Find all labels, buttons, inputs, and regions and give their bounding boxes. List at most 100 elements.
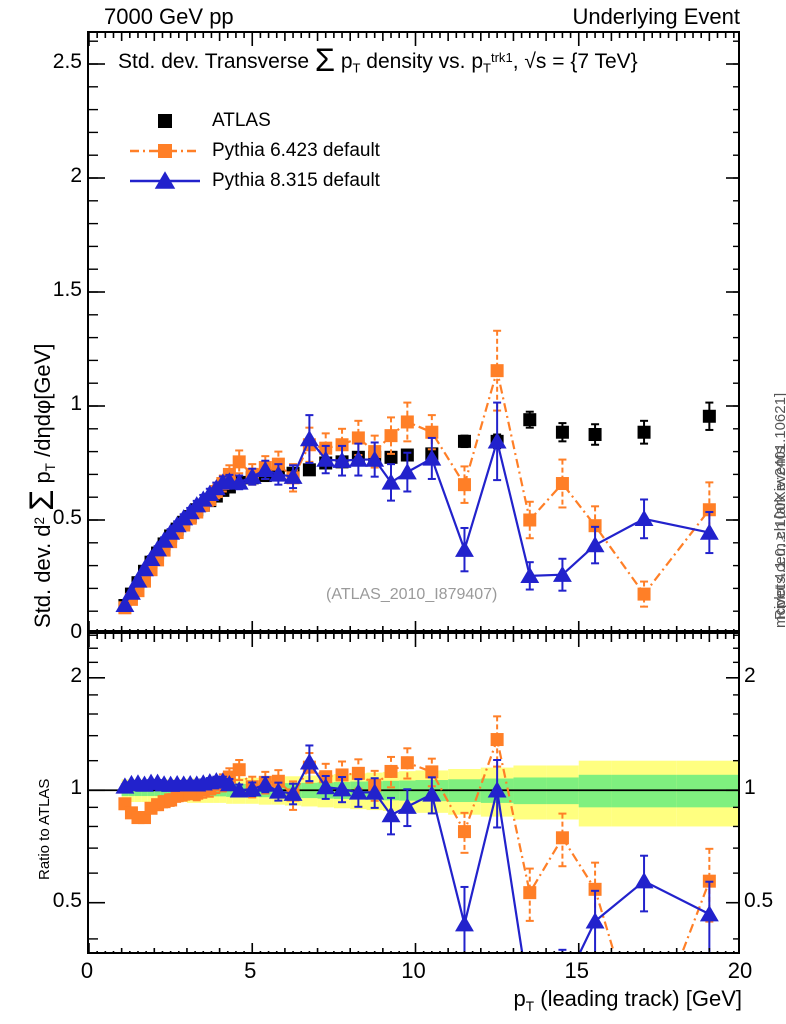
data-point — [490, 364, 504, 378]
legend-label: Pythia 6.423 default — [212, 140, 380, 161]
legend-label: ATLAS — [212, 110, 271, 131]
data-point — [634, 872, 654, 889]
ratio-y-tick-label: 2 — [70, 663, 82, 687]
data-point — [271, 774, 285, 788]
ratio-y-tick-label-right: 2 — [744, 663, 756, 687]
main-plot-canvas — [89, 33, 738, 630]
ratio-data-group — [89, 715, 738, 952]
ratio-y-tick-label: 0.5 — [52, 888, 82, 912]
data-point — [229, 781, 249, 798]
x-tick-label: 5 — [244, 958, 257, 983]
ratio-y-tick-labels-left: 0.5 1 2 — [0, 0, 82, 1024]
data-point — [457, 434, 471, 448]
legend-marker-square-icon — [128, 138, 202, 164]
main-y-tick-label: 2 — [70, 164, 82, 187]
main-y-axis-label: Std. dev. d2 Σ pT /dηdφ[GeV] — [23, 343, 61, 628]
data-point — [585, 536, 605, 553]
data-point — [457, 825, 471, 839]
data-point — [115, 595, 135, 613]
data-point — [455, 915, 474, 932]
legend-marker-triangle-icon — [128, 168, 202, 194]
data-point — [229, 473, 249, 490]
x-tick-label: 20 — [727, 958, 753, 983]
data-point — [351, 766, 365, 780]
data-point — [487, 432, 507, 449]
data-point — [255, 775, 275, 792]
data-point — [148, 540, 168, 557]
legend-triangle-icon — [154, 171, 176, 189]
data-point — [634, 509, 654, 527]
data-point — [422, 449, 442, 466]
data-point — [397, 797, 417, 814]
data-point — [332, 780, 352, 797]
data-point — [555, 425, 569, 439]
data-point — [299, 430, 319, 447]
data-point — [232, 763, 246, 777]
data-point — [384, 764, 398, 778]
data-point — [523, 886, 537, 900]
data-point — [128, 571, 148, 588]
data-point — [585, 912, 605, 929]
legend-item[interactable]: Pythia 6.423 default — [128, 136, 380, 166]
ratio-y-axis-label: Ratio to ATLAS — [36, 778, 53, 880]
ratio-plot-frame — [87, 632, 740, 954]
x-tick-label: 10 — [401, 958, 426, 983]
data-point — [699, 523, 719, 540]
data-point — [381, 473, 401, 490]
data-point — [316, 450, 336, 467]
main-y-tick-label: 2.5 — [52, 50, 82, 73]
data-point — [255, 460, 275, 478]
legend-item[interactable]: ATLAS — [128, 106, 380, 136]
data-point — [283, 784, 303, 801]
data-point — [242, 467, 262, 484]
data-point — [316, 778, 336, 795]
ratio-y-tick-label: 1 — [70, 776, 82, 800]
data-point — [552, 565, 572, 582]
plot-title: Std. dev. Transverse Σ pT density vs. pT… — [118, 42, 638, 78]
data-point — [699, 905, 719, 922]
data-point — [588, 428, 602, 442]
data-point — [381, 806, 401, 823]
ratio-y-tick-labels-right: 0.5 1 2 — [744, 0, 786, 1024]
legend-square-icon — [158, 114, 172, 128]
data-point — [351, 431, 365, 445]
data-point — [365, 450, 385, 467]
main-data-group — [115, 329, 719, 615]
data-point — [268, 465, 288, 482]
data-point — [348, 783, 368, 800]
analysis-watermark: (ATLAS_2010_I879407) — [326, 586, 498, 603]
data-point — [487, 781, 507, 798]
legend-square-icon — [158, 144, 172, 158]
ratio-y-tick-label-right: 1 — [744, 776, 756, 800]
data-point — [523, 513, 537, 527]
main-y-tick-label: 0.5 — [52, 506, 82, 529]
data-point — [490, 733, 504, 747]
data-point — [400, 415, 414, 429]
data-point — [555, 477, 569, 491]
ratio-y-tick-label-right: 0.5 — [744, 888, 774, 912]
data-point — [299, 753, 319, 770]
data-point — [335, 768, 349, 782]
data-point — [242, 780, 262, 797]
x-tick-label: 0 — [80, 958, 94, 983]
data-point — [523, 413, 537, 427]
data-point — [397, 463, 417, 480]
main-y-tick-labels: 0 0.5 1 1.5 2 2.5 — [0, 0, 82, 1024]
legend: ATLAS Pythia 6.423 default Pythia 8.315 de… — [128, 106, 380, 196]
mcplots-credit: mcplots.cern.ch [arXiv:2401.10621] — [772, 392, 786, 628]
data-point — [365, 783, 385, 800]
data-point — [702, 409, 716, 423]
data-point — [135, 560, 154, 577]
legend-item[interactable]: Pythia 8.315 default — [128, 166, 380, 196]
data-point — [455, 540, 474, 557]
data-point — [332, 451, 352, 468]
data-point — [457, 478, 471, 492]
main-y-tick-label: 1.5 — [52, 278, 82, 301]
main-y-tick-label: 1 — [70, 392, 82, 415]
data-point — [422, 785, 442, 802]
data-point — [425, 765, 439, 779]
legend-marker-square-icon — [128, 108, 202, 134]
x-axis-label: pT (leading track) [GeV] — [513, 986, 742, 1014]
data-point — [121, 583, 141, 600]
